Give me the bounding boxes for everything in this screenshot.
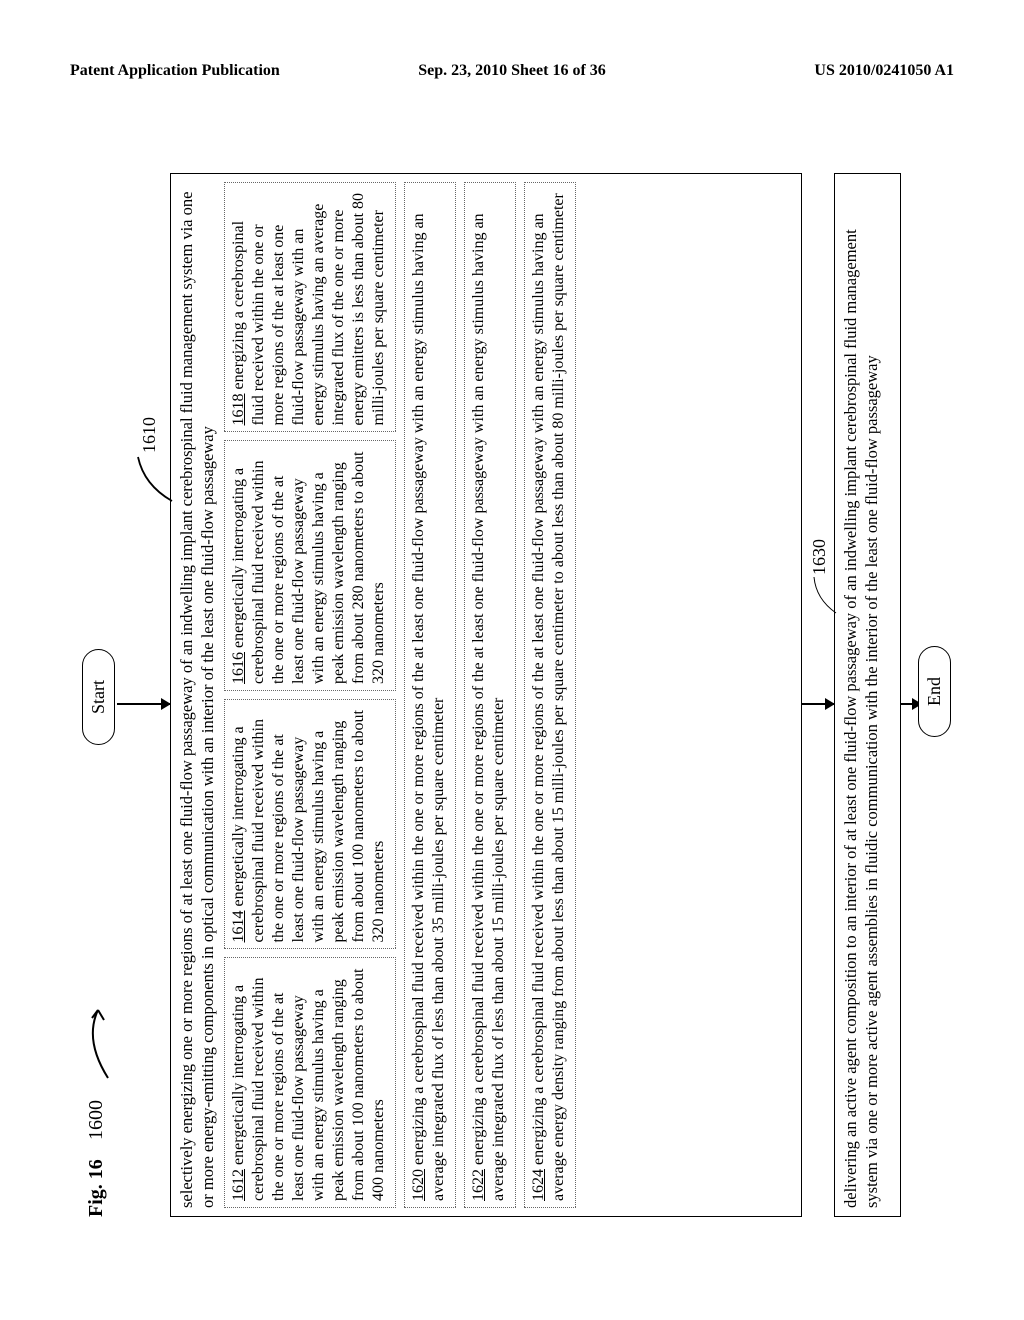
figure-arrow-icon [90, 1000, 112, 1080]
step-1624-box: 1624 energizing a cerebrospinal fluid re… [524, 182, 576, 1208]
end-terminal: End [918, 646, 951, 737]
step-1618-text: energizing a cerebrospinal fluid receive… [230, 193, 387, 426]
connector-start-1610 [117, 703, 170, 705]
step-1618-box: 1618 energizing a cerebrospinal fluid re… [224, 182, 396, 433]
step-1620-text: energizing a cerebrospinal fluid receive… [410, 213, 447, 1201]
figure-number: 1600 [84, 1100, 109, 1140]
figure-label: Fig. 16 [84, 1159, 109, 1217]
header-center: Sep. 23, 2010 Sheet 16 of 36 [418, 62, 606, 80]
step-1610-text: selectively energizing one or more regio… [177, 182, 218, 1208]
box-1610-leader-icon [130, 455, 175, 505]
step-1610-box: selectively energizing one or more regio… [170, 173, 802, 1217]
step-1624-text: energizing a cerebrospinal fluid receive… [530, 193, 567, 1201]
connector-1610-1630 [802, 703, 834, 705]
step-1622-num: 1622 [470, 1169, 487, 1201]
start-terminal: Start [82, 649, 115, 745]
step-1614-box: 1614 energetically interrogating a cereb… [224, 699, 396, 950]
step-1630-box: delivering an active agent composition t… [834, 173, 901, 1217]
step-1614-text: energetically interrogating a cerebrospi… [230, 710, 387, 942]
step-1624-num: 1624 [530, 1169, 547, 1201]
figure-container: Fig. 16 1600 Start 1610 selectively ener… [80, 165, 960, 1225]
step-1616-text: energetically interrogating a cerebrospi… [230, 452, 387, 684]
step-1616-num: 1616 [230, 652, 247, 684]
step-1614-num: 1614 [230, 911, 247, 943]
step-1622-box: 1622 energizing a cerebrospinal fluid re… [464, 182, 516, 1208]
step-1622-text: energizing a cerebrospinal fluid receive… [470, 213, 507, 1201]
step-1616-box: 1616 energetically interrogating a cereb… [224, 441, 396, 692]
box-1610-label: 1610 [138, 417, 161, 453]
step-1612-text: energetically interrogating a cerebrospi… [230, 969, 387, 1201]
step-1618-num: 1618 [230, 394, 247, 426]
step-1630-text: delivering an active agent composition t… [841, 229, 881, 1208]
box-1630-label: 1630 [808, 539, 831, 575]
step-1612-num: 1612 [230, 1169, 247, 1201]
step-1620-num: 1620 [410, 1169, 427, 1201]
step-1612-box: 1612 energetically interrogating a cereb… [224, 958, 396, 1209]
header-left: Patent Application Publication [70, 62, 280, 80]
step-1620-box: 1620 energizing a cerebrospinal fluid re… [404, 182, 456, 1208]
header-right: US 2010/0241050 A1 [814, 62, 954, 80]
